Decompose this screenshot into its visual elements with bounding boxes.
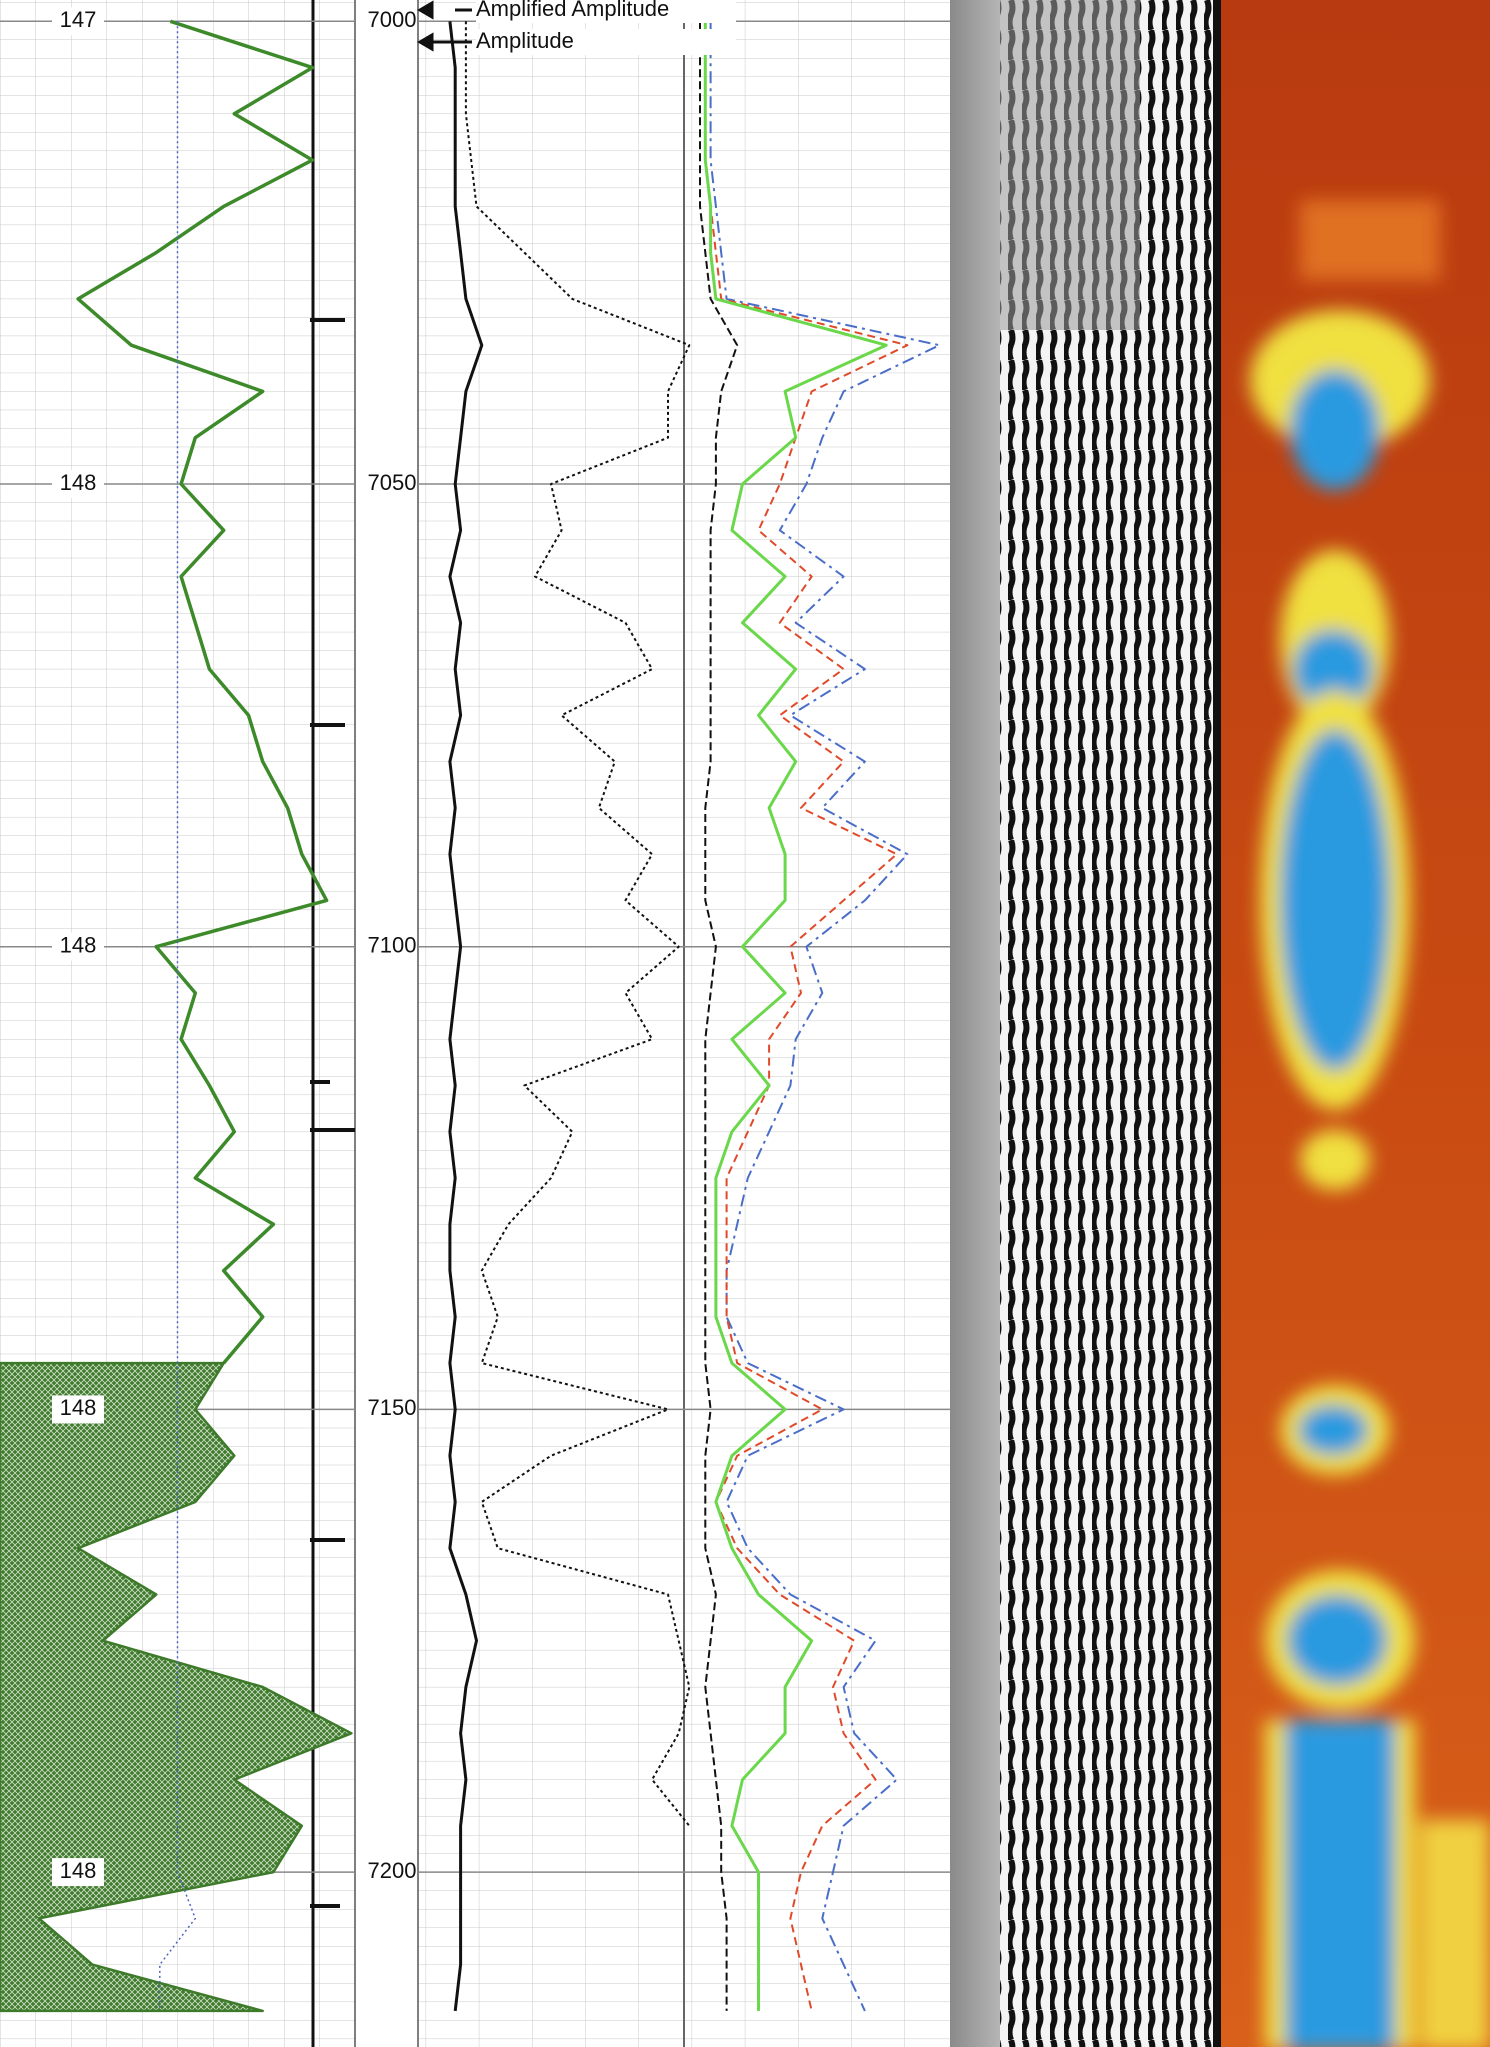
scale-label-box (52, 932, 104, 961)
log-fill (0, 1361, 353, 2013)
legend-arrow (417, 32, 472, 52)
legend-bg (476, 29, 736, 55)
depth-label: 7200 (368, 1858, 417, 1883)
log-curve (709, 21, 941, 2012)
log-curve (448, 21, 484, 2012)
log-curve (704, 21, 909, 2012)
scale-label-box (52, 7, 104, 36)
depth-label: 7050 (368, 470, 417, 495)
scale-label-box (52, 469, 104, 498)
log-curve (159, 21, 197, 2011)
legend-arrow (417, 0, 472, 20)
vdl-edge (1213, 0, 1221, 2047)
vdl-image-gray (950, 0, 1000, 2047)
log-curve (703, 21, 888, 2011)
log-curve (699, 21, 739, 2011)
depth-label: 7000 (368, 7, 417, 32)
depth-label: 7100 (368, 933, 417, 958)
cement-map (1221, 0, 1490, 2047)
legend-label: Amplitude (476, 28, 574, 53)
scale-label-box (52, 1395, 104, 1424)
scale-label: 148 (60, 1395, 97, 1420)
vdl-image-faint (1000, 0, 1140, 330)
legend-label: Amplified Amplitude (476, 0, 669, 21)
scale-label-box (52, 1858, 104, 1887)
log-curve (464, 21, 691, 1827)
log-curve (76, 19, 329, 1365)
collar-marks (310, 318, 355, 1908)
depth-label: 7150 (368, 1395, 417, 1420)
scale-label: 148 (60, 470, 97, 495)
legend-bg (476, 0, 736, 23)
scale-label: 147 (60, 7, 97, 32)
scale-label: 148 (60, 1858, 97, 1883)
scale-label: 148 (60, 933, 97, 958)
